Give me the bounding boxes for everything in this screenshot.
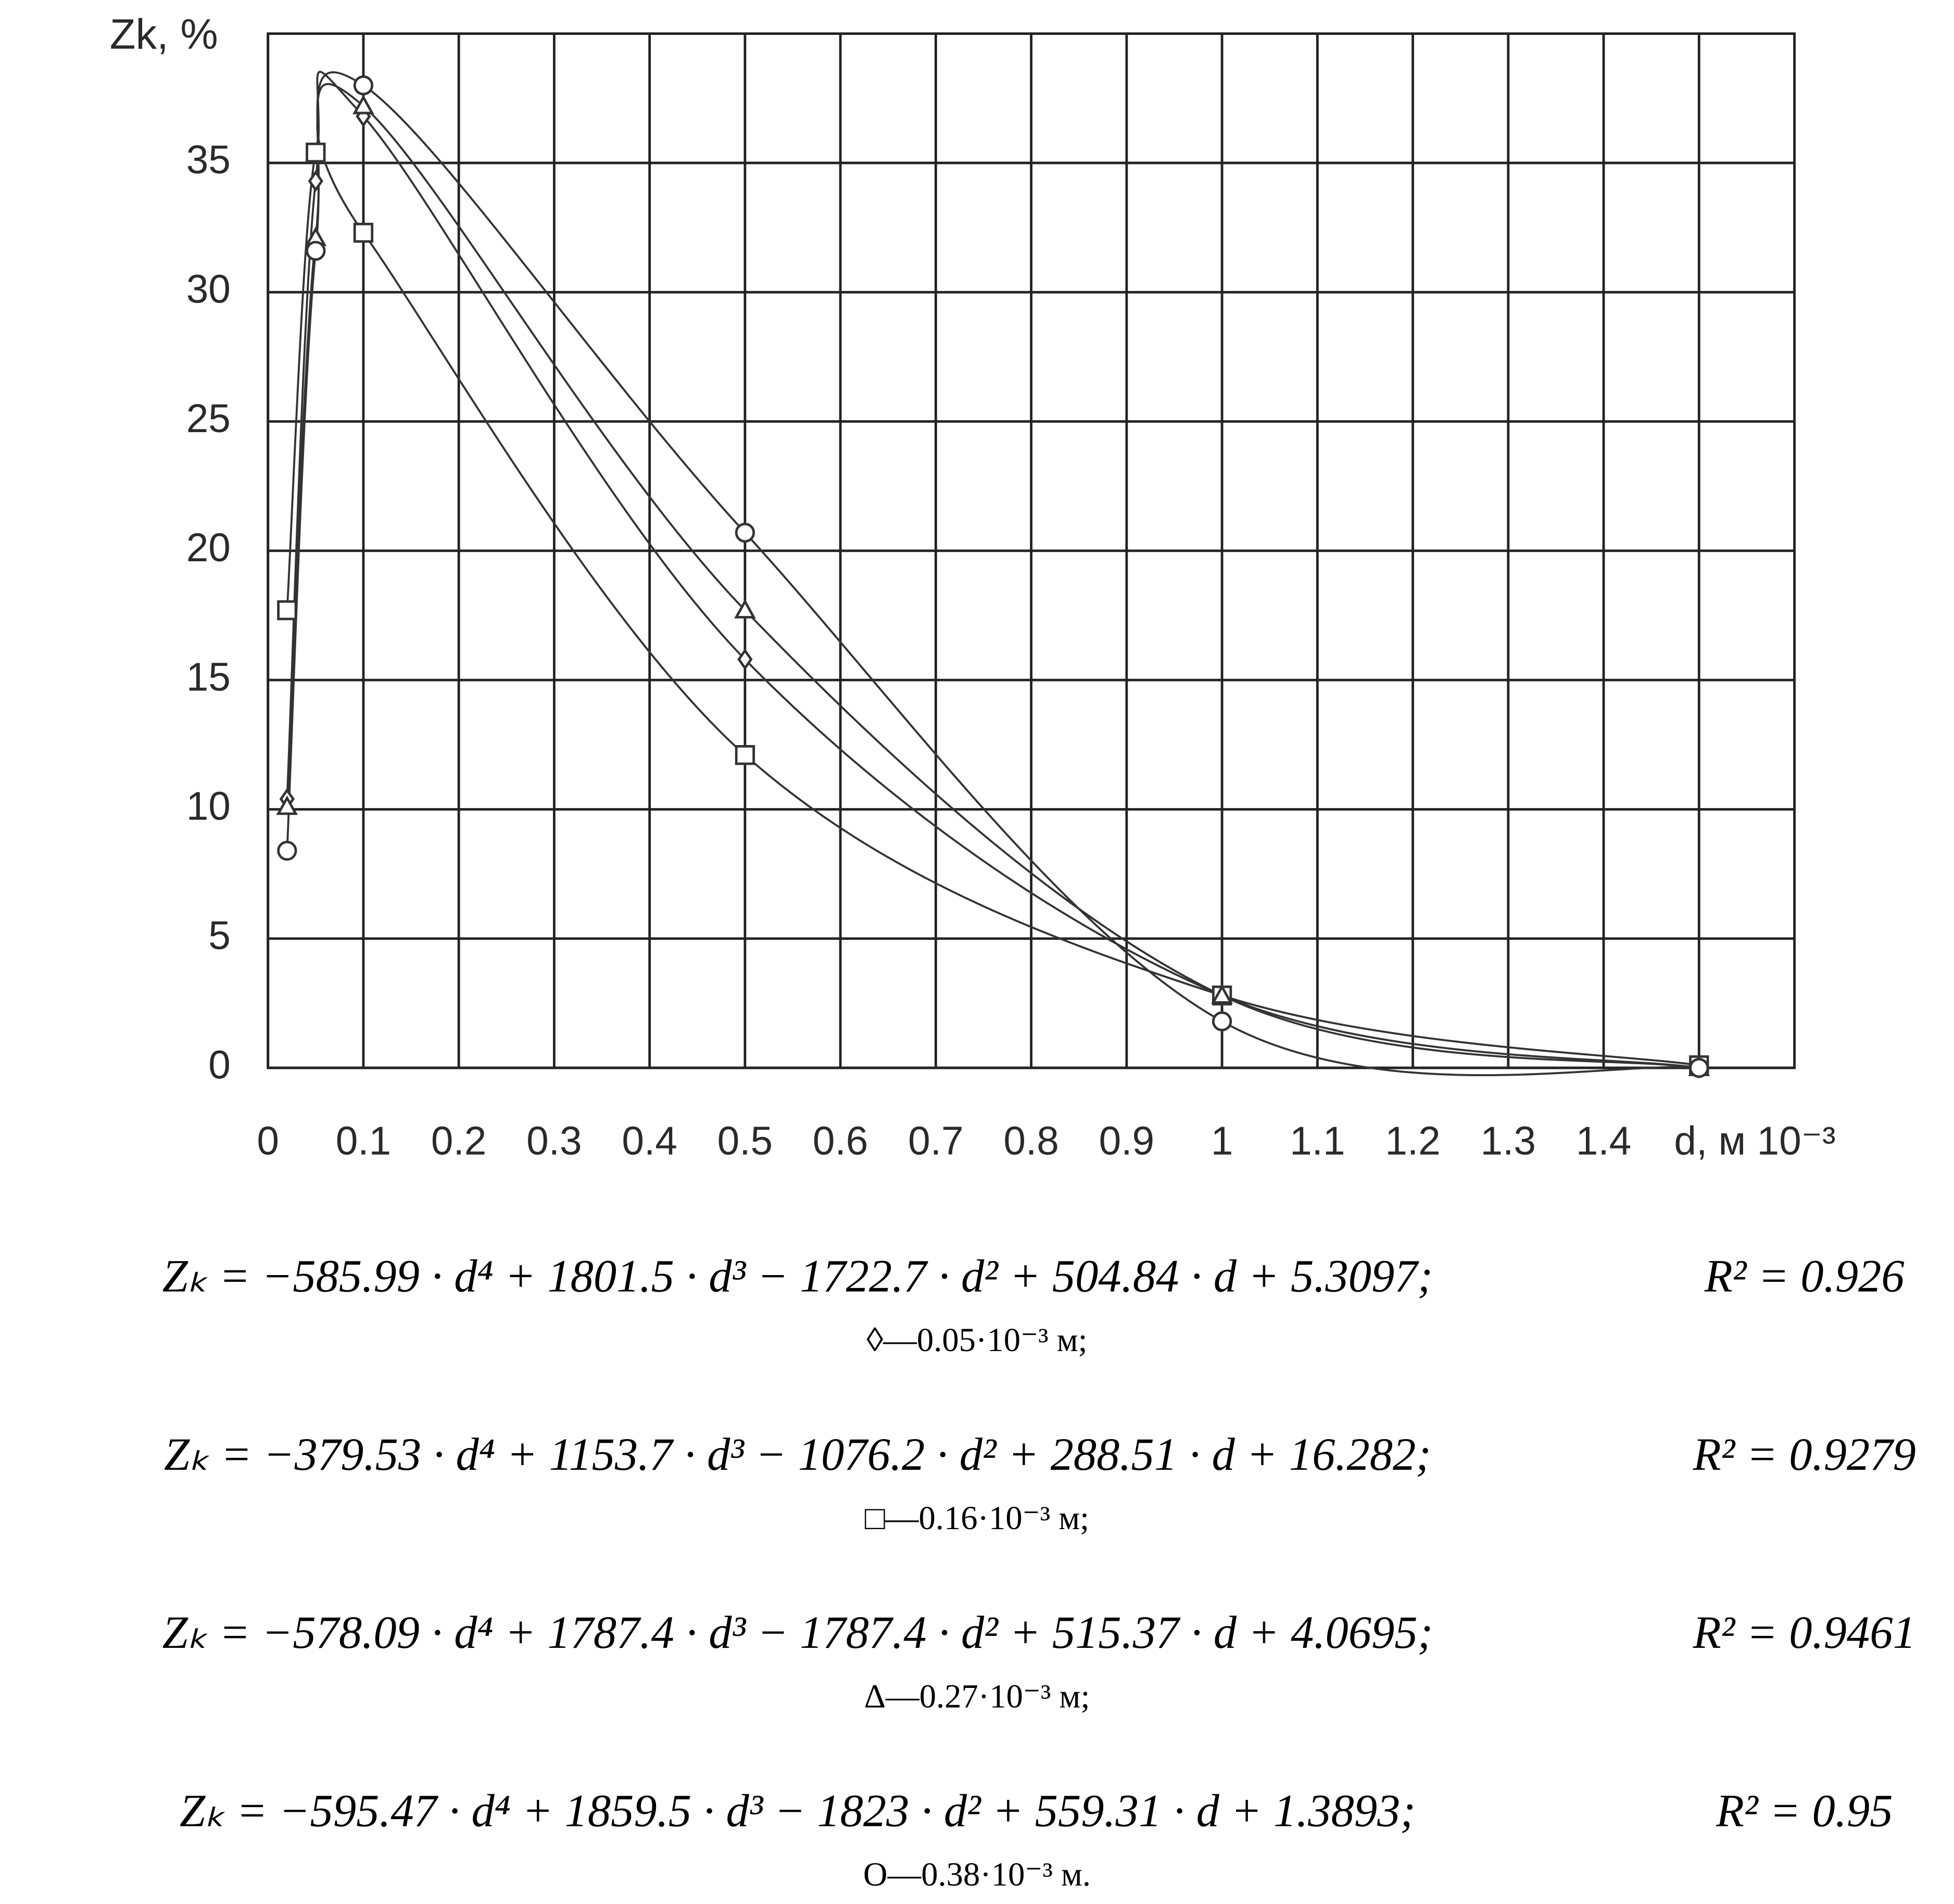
y-tick-label: 35 bbox=[186, 138, 231, 182]
marker bbox=[735, 522, 755, 543]
x-tick-label: 0.8 bbox=[1003, 1119, 1058, 1163]
y-tick-label: 20 bbox=[186, 526, 231, 570]
legend-entry: ◊—0.05·10⁻³ м; bbox=[866, 1321, 1087, 1358]
marker bbox=[737, 648, 753, 671]
equation: Zₖ = −578.09 · d⁴ + 1787.4 · d³ − 1787.4… bbox=[162, 1607, 1433, 1658]
y-tick-label: 30 bbox=[186, 267, 231, 311]
marker bbox=[1689, 1057, 1709, 1078]
x-tick-label: 1.2 bbox=[1385, 1119, 1440, 1163]
marker bbox=[352, 94, 374, 115]
marker bbox=[735, 745, 755, 765]
series-line bbox=[286, 71, 1699, 1076]
y-tick-label: 10 bbox=[186, 785, 231, 829]
legend-entry: □—0.16·10⁻³ м; bbox=[865, 1499, 1089, 1536]
x-tick-label: 1.3 bbox=[1481, 1119, 1536, 1163]
marker bbox=[353, 75, 374, 96]
legend-entry: Δ—0.27·10⁻³ м; bbox=[864, 1677, 1090, 1714]
equation: Zₖ = −379.53 · d⁴ + 1153.7 · d³ − 1076.2… bbox=[164, 1429, 1431, 1480]
marker bbox=[277, 840, 297, 861]
x-tick-label: 0.4 bbox=[622, 1119, 677, 1163]
equation: Zₖ = −585.99 · d⁴ + 1801.5 · d³ − 1722.7… bbox=[162, 1251, 1433, 1302]
y-tick-label: 5 bbox=[208, 914, 231, 958]
x-tick-label: 1.1 bbox=[1290, 1119, 1345, 1163]
marker bbox=[1211, 984, 1233, 1004]
x-tick-label: 1 bbox=[1211, 1119, 1233, 1163]
y-tick-label: 25 bbox=[186, 397, 231, 441]
legend-entry: O—0.38·10⁻³ м. bbox=[863, 1856, 1091, 1893]
x-tick-label: 1.4 bbox=[1576, 1119, 1631, 1163]
r-squared: R² = 0.926 bbox=[1704, 1251, 1905, 1302]
marker bbox=[353, 222, 374, 243]
marker bbox=[306, 142, 326, 163]
x-tick-label: 0.3 bbox=[526, 1119, 582, 1163]
x-tick-label: 0.1 bbox=[336, 1119, 391, 1163]
equation: Zₖ = −595.47 · d⁴ + 1859.5 · d³ − 1823 ·… bbox=[180, 1785, 1416, 1836]
x-tick-label: 0.5 bbox=[717, 1119, 773, 1163]
series-line bbox=[286, 83, 1699, 1069]
series-line bbox=[286, 122, 1699, 1067]
r-squared: R² = 0.9279 bbox=[1693, 1429, 1916, 1480]
marker bbox=[277, 600, 297, 621]
x-tick-label: d, м 10⁻³ bbox=[1674, 1119, 1835, 1163]
marker bbox=[306, 241, 326, 261]
r-squared: R² = 0.9461 bbox=[1693, 1607, 1916, 1658]
x-tick-label: 0.6 bbox=[813, 1119, 868, 1163]
r-squared: R² = 0.95 bbox=[1716, 1785, 1893, 1836]
x-tick-label: 0.7 bbox=[908, 1119, 963, 1163]
x-tick-label: 0.2 bbox=[431, 1119, 486, 1163]
marker bbox=[276, 795, 298, 815]
y-tick-label: 15 bbox=[186, 655, 231, 699]
y-tick-label: 0 bbox=[208, 1043, 231, 1087]
marker bbox=[734, 599, 756, 619]
marker bbox=[308, 170, 323, 192]
y-axis-label: Zk, % bbox=[110, 10, 218, 58]
series-line bbox=[286, 71, 1699, 1069]
marker bbox=[1212, 1011, 1232, 1031]
x-tick-label: 0.9 bbox=[1099, 1119, 1154, 1163]
x-tick-label: 0 bbox=[257, 1119, 279, 1163]
